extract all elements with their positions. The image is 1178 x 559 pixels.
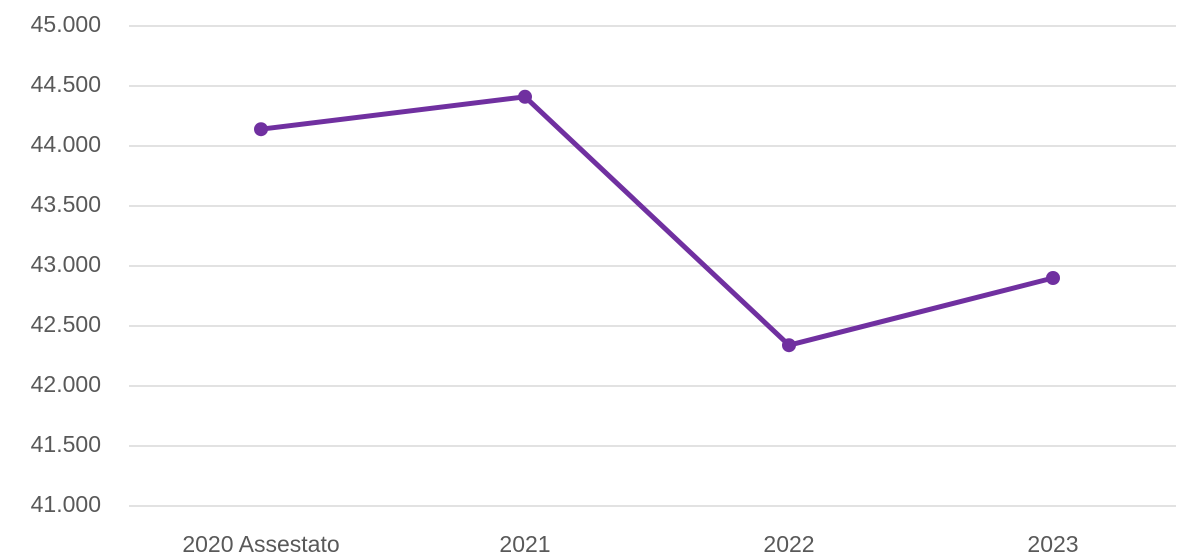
x-tick-label: 2022 <box>763 531 814 557</box>
y-tick-label: 43.000 <box>31 251 101 277</box>
y-tick-label: 42.500 <box>31 311 101 337</box>
y-tick-label: 45.000 <box>31 11 101 37</box>
y-tick-label: 43.500 <box>31 191 101 217</box>
y-tick-label: 41.500 <box>31 431 101 457</box>
marker <box>518 89 532 104</box>
y-tick-label: 41.000 <box>31 491 101 517</box>
y-tick-label: 42.000 <box>31 371 101 397</box>
marker <box>782 338 796 353</box>
marker <box>1046 271 1060 285</box>
x-tick-label: 2020 Assestato <box>182 531 339 557</box>
y-tick-label: 44.500 <box>31 71 101 97</box>
y-tick-label: 44.000 <box>31 131 101 157</box>
line <box>260 94 1054 348</box>
x-tick-label: 2023 <box>1027 531 1078 557</box>
marker <box>254 122 268 137</box>
x-tick-label: 2021 <box>499 531 550 557</box>
